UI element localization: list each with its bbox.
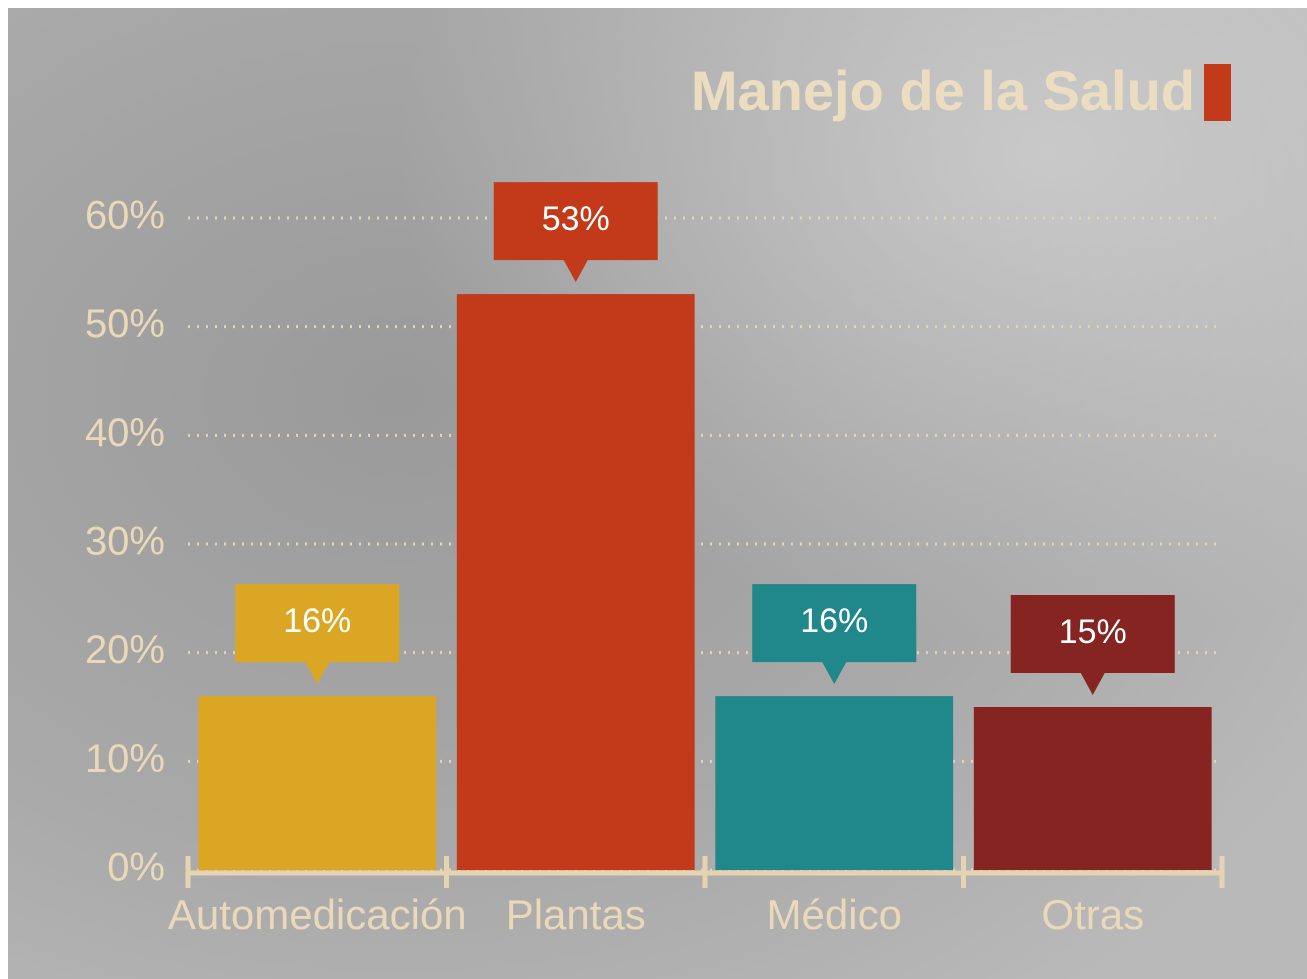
- x-tick-label: Otras: [1041, 891, 1144, 938]
- y-tick-label: 20%: [85, 628, 165, 672]
- value-label: 53%: [542, 200, 610, 238]
- title-marker: [1204, 64, 1231, 121]
- bar: [973, 707, 1212, 870]
- value-callout: [493, 182, 658, 283]
- chart-title: Manejo de la Salud: [691, 59, 1195, 122]
- bar: [715, 696, 954, 870]
- value-label: 16%: [283, 602, 351, 640]
- value-callout: [235, 584, 400, 685]
- value-callout: [1010, 595, 1175, 695]
- y-tick-label: 30%: [85, 520, 165, 564]
- x-tick-label: Automedicación: [168, 891, 467, 938]
- x-tick-label: Plantas: [506, 891, 646, 938]
- y-tick-label: 50%: [85, 302, 165, 346]
- bar: [456, 294, 695, 871]
- value-callout: [752, 584, 917, 685]
- bar: [198, 696, 437, 870]
- y-tick-label: 40%: [85, 411, 165, 455]
- y-tick-label: 10%: [85, 737, 165, 781]
- y-tick-label: 60%: [85, 194, 165, 238]
- value-label: 16%: [800, 602, 868, 640]
- y-tick-label: 0%: [107, 846, 165, 890]
- value-label: 15%: [1059, 613, 1127, 651]
- x-tick-label: Médico: [767, 891, 902, 938]
